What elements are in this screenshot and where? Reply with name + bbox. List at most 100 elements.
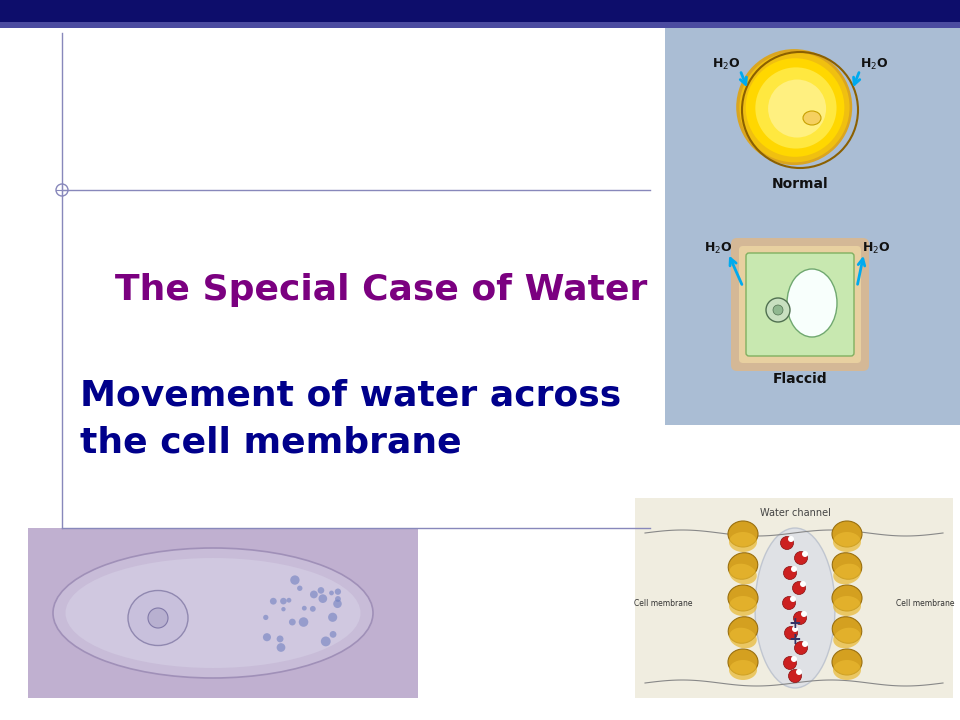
- Text: H$_2$O: H$_2$O: [704, 240, 732, 256]
- Text: Cell membrane: Cell membrane: [634, 598, 692, 608]
- Text: Normal: Normal: [772, 177, 828, 191]
- FancyBboxPatch shape: [731, 238, 869, 371]
- Circle shape: [289, 618, 296, 626]
- Ellipse shape: [739, 52, 850, 162]
- Circle shape: [318, 587, 324, 594]
- Ellipse shape: [755, 528, 835, 688]
- Text: +: +: [788, 632, 802, 647]
- Ellipse shape: [832, 553, 862, 580]
- Ellipse shape: [832, 617, 862, 643]
- Text: Movement of water across: Movement of water across: [80, 378, 621, 412]
- Ellipse shape: [730, 564, 756, 585]
- Circle shape: [800, 581, 806, 587]
- Ellipse shape: [728, 649, 758, 675]
- Ellipse shape: [833, 628, 861, 648]
- Circle shape: [766, 298, 790, 322]
- Circle shape: [784, 626, 798, 639]
- Bar: [635, 498, 953, 698]
- Ellipse shape: [833, 564, 861, 585]
- Ellipse shape: [787, 269, 837, 337]
- Circle shape: [794, 611, 806, 624]
- Circle shape: [793, 582, 805, 595]
- Circle shape: [783, 567, 797, 580]
- Text: H$_2$O: H$_2$O: [862, 240, 890, 256]
- Ellipse shape: [729, 617, 757, 643]
- Ellipse shape: [768, 79, 827, 138]
- Ellipse shape: [729, 532, 757, 552]
- Circle shape: [329, 631, 336, 638]
- Circle shape: [802, 641, 808, 647]
- Circle shape: [796, 669, 802, 675]
- Circle shape: [276, 636, 283, 642]
- Text: Flaccid: Flaccid: [773, 372, 828, 386]
- Text: Water channel: Water channel: [759, 508, 830, 518]
- Circle shape: [791, 566, 797, 572]
- Ellipse shape: [728, 585, 758, 611]
- Circle shape: [335, 596, 341, 602]
- Ellipse shape: [728, 521, 758, 547]
- Circle shape: [297, 585, 302, 591]
- Circle shape: [148, 608, 168, 628]
- Circle shape: [329, 590, 334, 595]
- Ellipse shape: [730, 628, 756, 648]
- Ellipse shape: [746, 58, 845, 157]
- Ellipse shape: [832, 585, 862, 611]
- Circle shape: [270, 598, 276, 605]
- Circle shape: [310, 606, 316, 612]
- Circle shape: [780, 536, 794, 549]
- Ellipse shape: [128, 590, 188, 646]
- Circle shape: [782, 596, 796, 610]
- Ellipse shape: [833, 596, 861, 616]
- Ellipse shape: [832, 649, 862, 675]
- Bar: [665, 28, 960, 425]
- Ellipse shape: [65, 558, 361, 668]
- Circle shape: [801, 611, 807, 617]
- Circle shape: [276, 643, 285, 652]
- Circle shape: [788, 536, 794, 542]
- FancyBboxPatch shape: [739, 246, 861, 363]
- Circle shape: [281, 607, 286, 611]
- Ellipse shape: [729, 553, 757, 580]
- Circle shape: [299, 617, 308, 627]
- Circle shape: [783, 657, 797, 670]
- Bar: [0, 22, 960, 28]
- Circle shape: [795, 642, 807, 654]
- Text: +: +: [788, 616, 802, 631]
- Circle shape: [263, 615, 269, 620]
- Circle shape: [263, 633, 271, 642]
- Circle shape: [328, 613, 337, 622]
- Text: the cell membrane: the cell membrane: [80, 425, 462, 459]
- Ellipse shape: [729, 596, 757, 616]
- Circle shape: [335, 588, 341, 595]
- Circle shape: [788, 670, 802, 683]
- Circle shape: [310, 590, 318, 598]
- Circle shape: [319, 594, 327, 603]
- Circle shape: [280, 598, 287, 604]
- Circle shape: [290, 575, 300, 585]
- Circle shape: [286, 598, 292, 603]
- Text: H$_2$O: H$_2$O: [711, 56, 740, 71]
- Circle shape: [301, 606, 307, 611]
- Text: H$_2$O: H$_2$O: [860, 56, 888, 71]
- FancyBboxPatch shape: [746, 253, 854, 356]
- Circle shape: [321, 636, 330, 647]
- Circle shape: [802, 551, 808, 557]
- Circle shape: [790, 596, 796, 602]
- Bar: [28, 528, 418, 698]
- Circle shape: [333, 600, 342, 608]
- Ellipse shape: [729, 660, 757, 680]
- Ellipse shape: [756, 68, 836, 148]
- Ellipse shape: [803, 111, 821, 125]
- Circle shape: [792, 626, 798, 632]
- Ellipse shape: [833, 660, 861, 680]
- Circle shape: [791, 656, 797, 662]
- Ellipse shape: [736, 49, 852, 165]
- Circle shape: [795, 552, 807, 564]
- Text: Cell membrane: Cell membrane: [896, 598, 954, 608]
- Ellipse shape: [53, 548, 373, 678]
- Ellipse shape: [832, 521, 862, 547]
- Ellipse shape: [833, 532, 861, 552]
- Circle shape: [773, 305, 783, 315]
- Text: The Special Case of Water: The Special Case of Water: [115, 273, 647, 307]
- Bar: [0, 0, 960, 22]
